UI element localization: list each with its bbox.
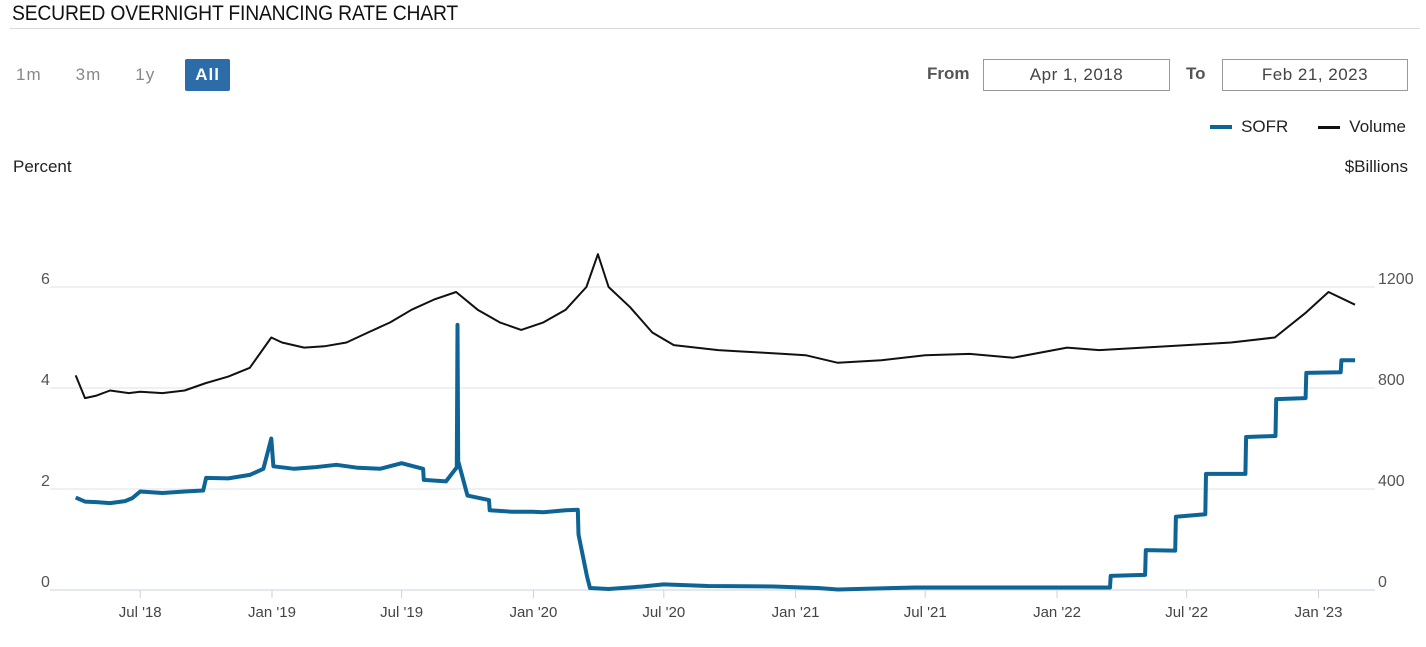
y-left-tick-label: 0 — [41, 574, 50, 591]
title-divider — [10, 28, 1420, 29]
x-tick-label: Jan '23 — [1295, 604, 1343, 621]
x-tick-label: Jul '21 — [904, 604, 947, 621]
range-button-3m[interactable]: 3m — [75, 65, 102, 84]
to-date-input[interactable]: Feb 21, 2023 — [1222, 59, 1408, 91]
to-label: To — [1186, 64, 1206, 83]
range-button-all[interactable]: All — [185, 59, 230, 91]
chart-legend: SOFR Volume — [1180, 117, 1406, 137]
y-right-tick-label: 1200 — [1378, 271, 1414, 288]
legend-label-volume: Volume — [1349, 117, 1406, 136]
x-tick-label: Jul '19 — [380, 604, 423, 621]
range-selector: 1m 3m 1y All — [8, 59, 248, 91]
x-tick-label: Jul '18 — [119, 604, 162, 621]
y-left-tick-label: 6 — [41, 271, 50, 288]
legend-item-sofr[interactable]: SOFR — [1210, 117, 1288, 137]
y-left-tick-label: 2 — [41, 473, 50, 490]
x-tick-label: Jan '20 — [509, 604, 557, 621]
y-right-tick-label: 800 — [1378, 372, 1405, 389]
y-left-tick-label: 4 — [41, 372, 50, 389]
legend-item-volume[interactable]: Volume — [1318, 117, 1406, 137]
x-tick-label: Jan '19 — [248, 604, 296, 621]
series-line-sofr — [74, 322, 1355, 592]
y-right-tick-label: 400 — [1378, 473, 1405, 490]
range-button-1m[interactable]: 1m — [16, 65, 42, 84]
x-tick-label: Jan '21 — [772, 604, 820, 621]
y-right-tick-label: 0 — [1378, 574, 1387, 591]
legend-swatch-sofr — [1210, 125, 1233, 129]
from-label: From — [927, 64, 970, 83]
legend-swatch-volume — [1318, 125, 1341, 129]
range-button-1y[interactable]: 1y — [135, 65, 156, 84]
series-line-volume — [74, 253, 1356, 400]
x-tick-label: Jul '20 — [642, 604, 685, 621]
left-axis-title: Percent — [13, 157, 72, 176]
legend-label-sofr: SOFR — [1241, 117, 1289, 136]
page-title: SECURED OVERNIGHT FINANCING RATE CHART — [12, 2, 459, 25]
right-axis-title: $Billions — [1344, 157, 1408, 176]
x-tick-label: Jul '22 — [1165, 604, 1208, 621]
x-tick-label: Jan '22 — [1033, 604, 1081, 621]
from-date-input[interactable]: Apr 1, 2018 — [983, 59, 1170, 91]
